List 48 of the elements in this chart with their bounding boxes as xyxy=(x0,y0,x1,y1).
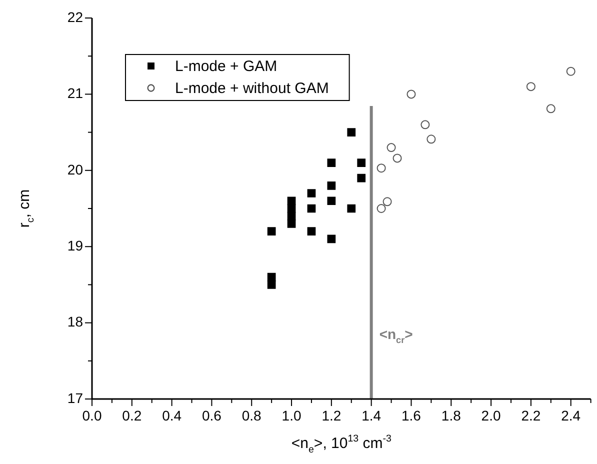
point xyxy=(327,196,336,206)
x-tick-label: 2.0 xyxy=(481,407,501,424)
legend-label: L-mode + without GAM xyxy=(175,80,329,97)
y-tick-label: 21 xyxy=(67,85,84,102)
point xyxy=(347,204,356,213)
point xyxy=(426,134,436,144)
x-tick-label: 0.2 xyxy=(122,407,142,424)
x-tick-label: 1.0 xyxy=(282,407,302,424)
y-tick-label: 20 xyxy=(67,161,84,178)
point xyxy=(376,164,386,173)
point xyxy=(406,90,416,99)
y-tick-label: 17 xyxy=(67,390,84,406)
x-tick-label: 1.6 xyxy=(402,407,422,424)
point xyxy=(327,234,336,244)
y-tick-label: 19 xyxy=(67,237,84,254)
point xyxy=(357,174,366,182)
point xyxy=(357,158,366,167)
x-tick-label: 0.8 xyxy=(242,407,262,424)
point xyxy=(382,197,392,206)
point xyxy=(386,143,396,152)
point xyxy=(307,227,316,236)
point xyxy=(376,204,386,213)
x-tick-label: 1.4 xyxy=(362,407,382,424)
legend-label: L-mode + GAM xyxy=(175,58,278,75)
y-axis-title: rc, cm xyxy=(16,189,36,228)
x-tick-label: 0.4 xyxy=(162,407,182,424)
y-tick-label: 22 xyxy=(67,8,84,25)
point xyxy=(526,82,536,92)
x-tick-label: 0.6 xyxy=(202,407,222,424)
point xyxy=(546,104,556,114)
x-tick-label: 2.2 xyxy=(521,407,541,424)
x-tick-label: 2.4 xyxy=(561,407,581,424)
point xyxy=(327,158,336,167)
point xyxy=(267,227,276,236)
point xyxy=(566,66,576,76)
x-tick-label: 0.0 xyxy=(82,407,102,424)
point xyxy=(287,220,296,228)
point xyxy=(307,204,316,213)
point xyxy=(307,189,316,198)
point xyxy=(327,181,336,190)
point xyxy=(392,154,402,163)
point xyxy=(267,280,276,289)
x-tick-label: 1.2 xyxy=(322,407,342,424)
y-tick-label: 18 xyxy=(67,314,84,330)
point xyxy=(287,196,296,206)
x-tick-label: 1.8 xyxy=(441,407,462,424)
point xyxy=(347,128,356,136)
point xyxy=(420,120,430,130)
